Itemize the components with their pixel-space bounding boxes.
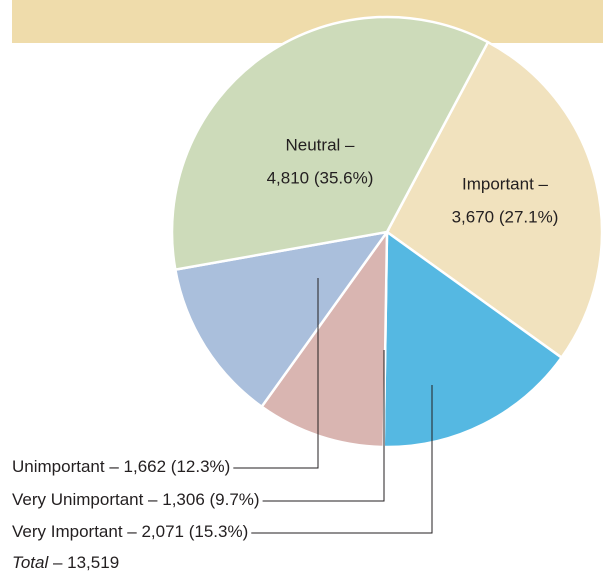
pie-slice: [382, 229, 564, 449]
slice-name: Unimportant –: [12, 457, 119, 476]
slice-name: Very Important –: [12, 522, 137, 541]
slice-name: Very Unimportant –: [12, 490, 158, 509]
total-value: – 13,519: [53, 553, 119, 572]
slice-label: Neutral –: [286, 135, 356, 154]
total-name: Total: [12, 553, 49, 572]
leader-line: [233, 278, 319, 469]
pie-slice: [259, 228, 389, 449]
labels: Important – 3,670 (27.1%) Neutral – 4,810 (…: [12, 135, 558, 572]
slice-label: Very Important – 2,071 (15.3%): [12, 522, 248, 541]
leader-line: [251, 385, 433, 534]
pie-slice: [173, 230, 390, 409]
slice-value-label: 1,306 (9.7%): [162, 490, 259, 509]
slice-label: Important –: [462, 174, 549, 193]
pie-slice: [170, 15, 490, 272]
slice-value-label: 2,071 (15.3%): [141, 522, 248, 541]
leader-line: [262, 350, 385, 502]
slice-value-label: 1,662 (12.3%): [124, 457, 231, 476]
pie: [170, 15, 603, 449]
pie-slice: [385, 40, 603, 360]
slice-label: Unimportant – 1,662 (12.3%): [12, 457, 230, 476]
slice-value-label: 3,670 (27.1%): [452, 207, 559, 226]
total-label: Total – 13,519: [12, 553, 119, 572]
slice-label: Very Unimportant – 1,306 (9.7%): [12, 490, 260, 509]
slice-value-label: 4,810 (35.6%): [267, 168, 374, 187]
